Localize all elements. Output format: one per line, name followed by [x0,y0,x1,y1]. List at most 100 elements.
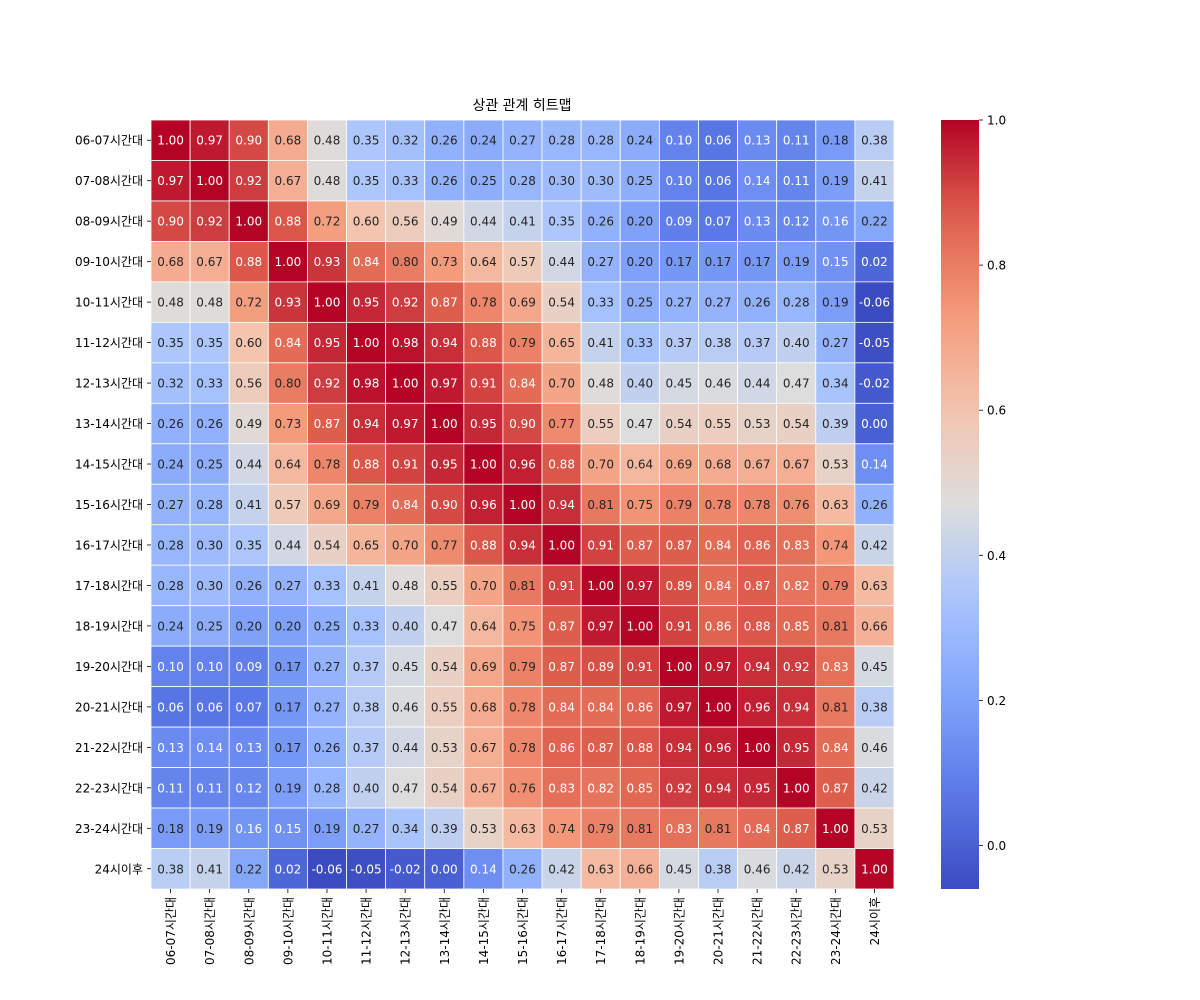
cell-value-label: 0.67 [470,781,497,795]
cell-value-label: 0.64 [470,255,497,269]
heatmap-cell [189,200,230,242]
heatmap-cell [424,443,465,485]
cell-value-label: 0.77 [431,538,458,552]
x-tick-label: 15-16시간대 [516,897,530,965]
heatmap-cell [737,524,778,566]
heatmap-cell [698,726,738,768]
heatmap-cell [463,362,504,404]
heatmap-cell [307,483,347,526]
cell-value-label: 0.41 [861,174,888,188]
y-tick-label: 22-23시간대 [75,781,143,795]
cell-value-label: 0.12 [783,215,810,229]
cell-value-label: 0.54 [431,660,458,674]
heatmap-cell [580,321,621,364]
heatmap-cell [619,564,660,607]
cell-value-label: 0.13 [157,741,184,755]
cell-value-label: 0.91 [626,660,653,674]
cell-value-label: 0.10 [666,134,693,148]
cell-value-label: 0.18 [157,822,184,836]
cell-value-label: 1.00 [861,862,888,876]
cell-value-label: 0.78 [470,296,497,310]
heatmap-cell [619,402,660,445]
heatmap-cell [346,605,387,647]
cell-value-label: 0.70 [548,377,575,391]
heatmap-cell [267,605,308,647]
cell-value-label: 0.97 [705,660,732,674]
heatmap-cell [385,483,426,526]
cell-value-label: 0.91 [666,619,693,633]
heatmap-cell [346,362,387,404]
cell-value-label: 0.53 [861,822,888,836]
cell-value-label: 0.27 [666,296,693,310]
cell-value-label: 0.75 [509,619,536,633]
heatmap-cell [424,119,465,161]
cell-value-label: 0.86 [744,538,771,552]
cell-value-label: 0.83 [822,660,849,674]
cell-value-label: 0.87 [431,296,458,310]
cell-value-label: 0.89 [666,579,693,593]
cell-value-label: 0.26 [157,417,184,431]
x-tick-label: 22-23시간대 [790,897,804,965]
heatmap-cell [189,645,230,688]
colorbar-tick-label: 0.8 [987,259,1006,273]
cell-value-label: 0.69 [509,296,536,310]
heatmap-cell [424,321,465,364]
cell-value-label: 0.96 [470,498,497,512]
heatmap-cell [385,848,426,890]
cell-value-label: 0.14 [861,458,888,472]
cell-value-label: 0.33 [196,377,223,391]
cell-value-label: 0.12 [235,781,262,795]
heatmap-cell [541,200,582,242]
cell-value-label: 0.90 [157,215,184,229]
cell-value-label: 0.92 [783,660,810,674]
heatmap-cell [776,200,817,242]
heatmap-cell [737,200,778,242]
heatmap-cell [776,524,817,566]
cell-value-label: 0.69 [470,660,497,674]
cell-value-label: 1.00 [548,538,575,552]
heatmap-cell [150,767,191,809]
cell-value-label: 0.54 [666,417,693,431]
cell-value-label: 0.25 [626,174,653,188]
cell-value-label: 0.79 [509,660,536,674]
cell-value-label: 1.00 [626,619,653,633]
heatmap-cell [424,362,465,404]
cell-value-label: 0.46 [392,700,419,714]
cell-value-label: -0.05 [859,336,890,350]
cell-value-label: -0.05 [351,862,382,876]
heatmap-cell [267,807,308,849]
x-tick-label: 19-20시간대 [672,897,686,965]
cell-value-label: 0.84 [392,498,419,512]
cell-value-label: 0.90 [509,417,536,431]
cell-value-label: 0.97 [587,619,614,633]
cell-value-label: 0.63 [587,862,614,876]
heatmap-cell [815,645,856,688]
cell-value-label: 0.30 [548,174,575,188]
cell-value-label: 0.47 [783,377,810,391]
cell-value-label: 0.97 [392,417,419,431]
heatmap-cell [776,160,817,202]
cell-value-label: 0.84 [587,700,614,714]
cell-value-label: 0.54 [783,417,810,431]
cell-value-label: 0.76 [509,781,536,795]
cell-value-label: 0.55 [431,579,458,593]
cell-value-label: 0.44 [235,458,262,472]
heatmap-cell [698,402,738,445]
cell-value-label: 0.46 [744,862,771,876]
heatmap-cell [424,605,465,647]
heatmap-cell [463,524,504,566]
cell-value-label: 0.74 [548,822,575,836]
y-tick-label: 23-24시간대 [75,822,143,836]
cell-value-label: 0.95 [783,741,810,755]
cell-value-label: 0.87 [744,579,771,593]
x-tick-label: 20-21시간대 [712,897,726,965]
cell-value-label: 0.42 [861,538,888,552]
heatmap-cell [815,848,856,890]
cell-value-label: 0.97 [157,174,184,188]
cell-value-label: 0.88 [548,458,575,472]
heatmap-cell [189,241,230,283]
cell-value-label: 0.92 [314,377,341,391]
heatmap-cell [580,241,621,283]
cell-value-label: 0.72 [235,296,262,310]
